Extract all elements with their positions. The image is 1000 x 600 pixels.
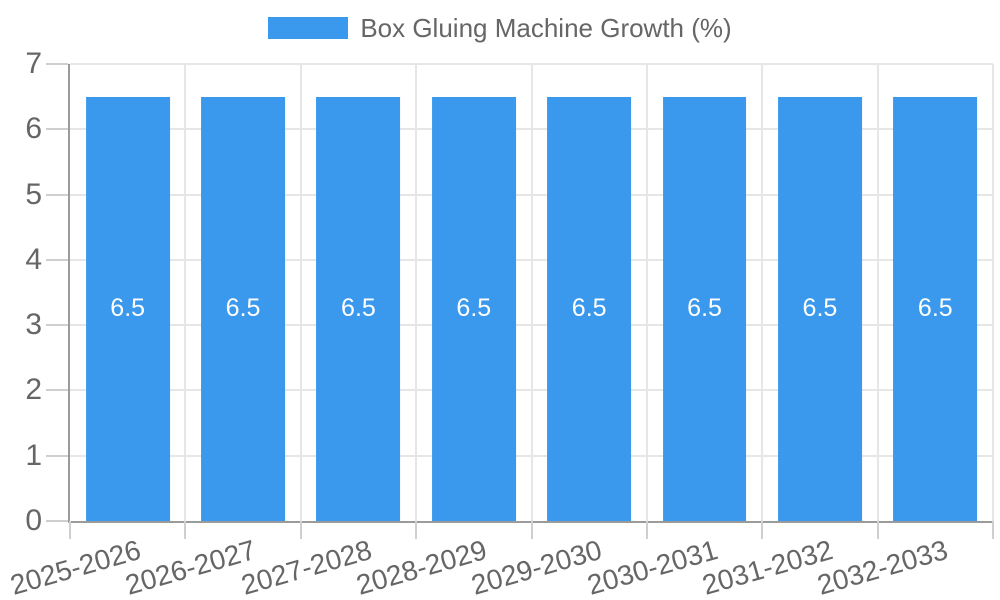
gridline-vertical bbox=[761, 64, 764, 521]
bar-value-label: 6.5 bbox=[917, 294, 953, 323]
legend[interactable]: Box Gluing Machine Growth (%) bbox=[0, 14, 1000, 43]
y-axis-tick bbox=[46, 520, 68, 522]
bar-value-label: 6.5 bbox=[802, 294, 838, 323]
x-axis-label: 2029-2030 bbox=[468, 534, 606, 600]
bar[interactable]: 6.5 bbox=[893, 96, 978, 521]
legend-label: Box Gluing Machine Growth (%) bbox=[360, 13, 732, 43]
x-axis-tick bbox=[69, 521, 71, 539]
y-axis-tick-label: 4 bbox=[25, 242, 42, 276]
bar[interactable]: 6.5 bbox=[547, 96, 632, 521]
x-axis-tick bbox=[415, 521, 418, 539]
y-axis-tick-label: 0 bbox=[25, 504, 42, 537]
y-axis-tick-label: 7 bbox=[25, 47, 42, 80]
bar-value-label: 6.5 bbox=[456, 294, 492, 323]
y-axis-tick bbox=[46, 389, 68, 392]
x-axis-label: 2030-2031 bbox=[583, 534, 721, 600]
bar-value-label: 6.5 bbox=[687, 294, 722, 323]
y-axis-tick-label: 6 bbox=[25, 112, 42, 146]
x-axis-label: 2032-2033 bbox=[814, 534, 952, 600]
x-axis-label: 2025-2026 bbox=[6, 534, 144, 600]
gridline-vertical bbox=[530, 64, 533, 521]
y-axis-tick-label: 3 bbox=[25, 308, 42, 342]
gridline-vertical bbox=[876, 64, 879, 521]
bar-value-label: 6.5 bbox=[571, 294, 607, 323]
bar[interactable]: 6.5 bbox=[85, 96, 170, 521]
x-axis-tick bbox=[645, 521, 648, 539]
bar[interactable]: 6.5 bbox=[662, 96, 747, 521]
y-axis-tick-label: 5 bbox=[25, 177, 42, 211]
x-axis-tick bbox=[299, 521, 302, 539]
bar[interactable]: 6.5 bbox=[431, 96, 516, 521]
y-axis-tick-label: 2 bbox=[25, 373, 42, 407]
bar[interactable]: 6.5 bbox=[778, 96, 862, 521]
x-axis-tick bbox=[876, 521, 879, 539]
y-axis-tick-label: 1 bbox=[25, 438, 42, 472]
x-axis-label: 2026-2027 bbox=[122, 534, 260, 600]
x-axis-tick bbox=[184, 521, 187, 539]
bar[interactable]: 6.5 bbox=[316, 96, 401, 521]
y-axis-tick bbox=[46, 454, 68, 457]
gridline-vertical bbox=[299, 64, 302, 521]
gridline-vertical bbox=[415, 64, 418, 521]
y-axis-tick bbox=[46, 63, 68, 65]
gridline-vertical bbox=[184, 64, 187, 521]
x-axis-label: 2027-2028 bbox=[237, 534, 375, 600]
y-axis-tick bbox=[46, 128, 68, 131]
y-axis-tick bbox=[46, 258, 68, 261]
bar-value-label: 6.5 bbox=[225, 294, 261, 323]
gridline-vertical bbox=[992, 64, 994, 521]
y-axis-tick bbox=[46, 324, 68, 327]
x-axis-label: 2031-2032 bbox=[698, 534, 837, 600]
bar-value-label: 6.5 bbox=[110, 294, 146, 323]
x-axis-label: 2028-2029 bbox=[352, 534, 491, 600]
x-axis-tick bbox=[530, 521, 533, 539]
bar-value-label: 6.5 bbox=[341, 294, 376, 323]
bar[interactable]: 6.5 bbox=[201, 96, 285, 521]
gridline-vertical bbox=[645, 64, 648, 521]
y-axis-tick bbox=[46, 193, 68, 196]
plot-area: 0 1 2 3 4 5 6 7 6.5 2025-2026 6.5 2026-2027 6.5 2027-… bbox=[7, 49, 994, 600]
legend-swatch-icon bbox=[268, 17, 349, 40]
x-axis-tick bbox=[761, 521, 764, 539]
x-axis-tick bbox=[992, 521, 994, 539]
